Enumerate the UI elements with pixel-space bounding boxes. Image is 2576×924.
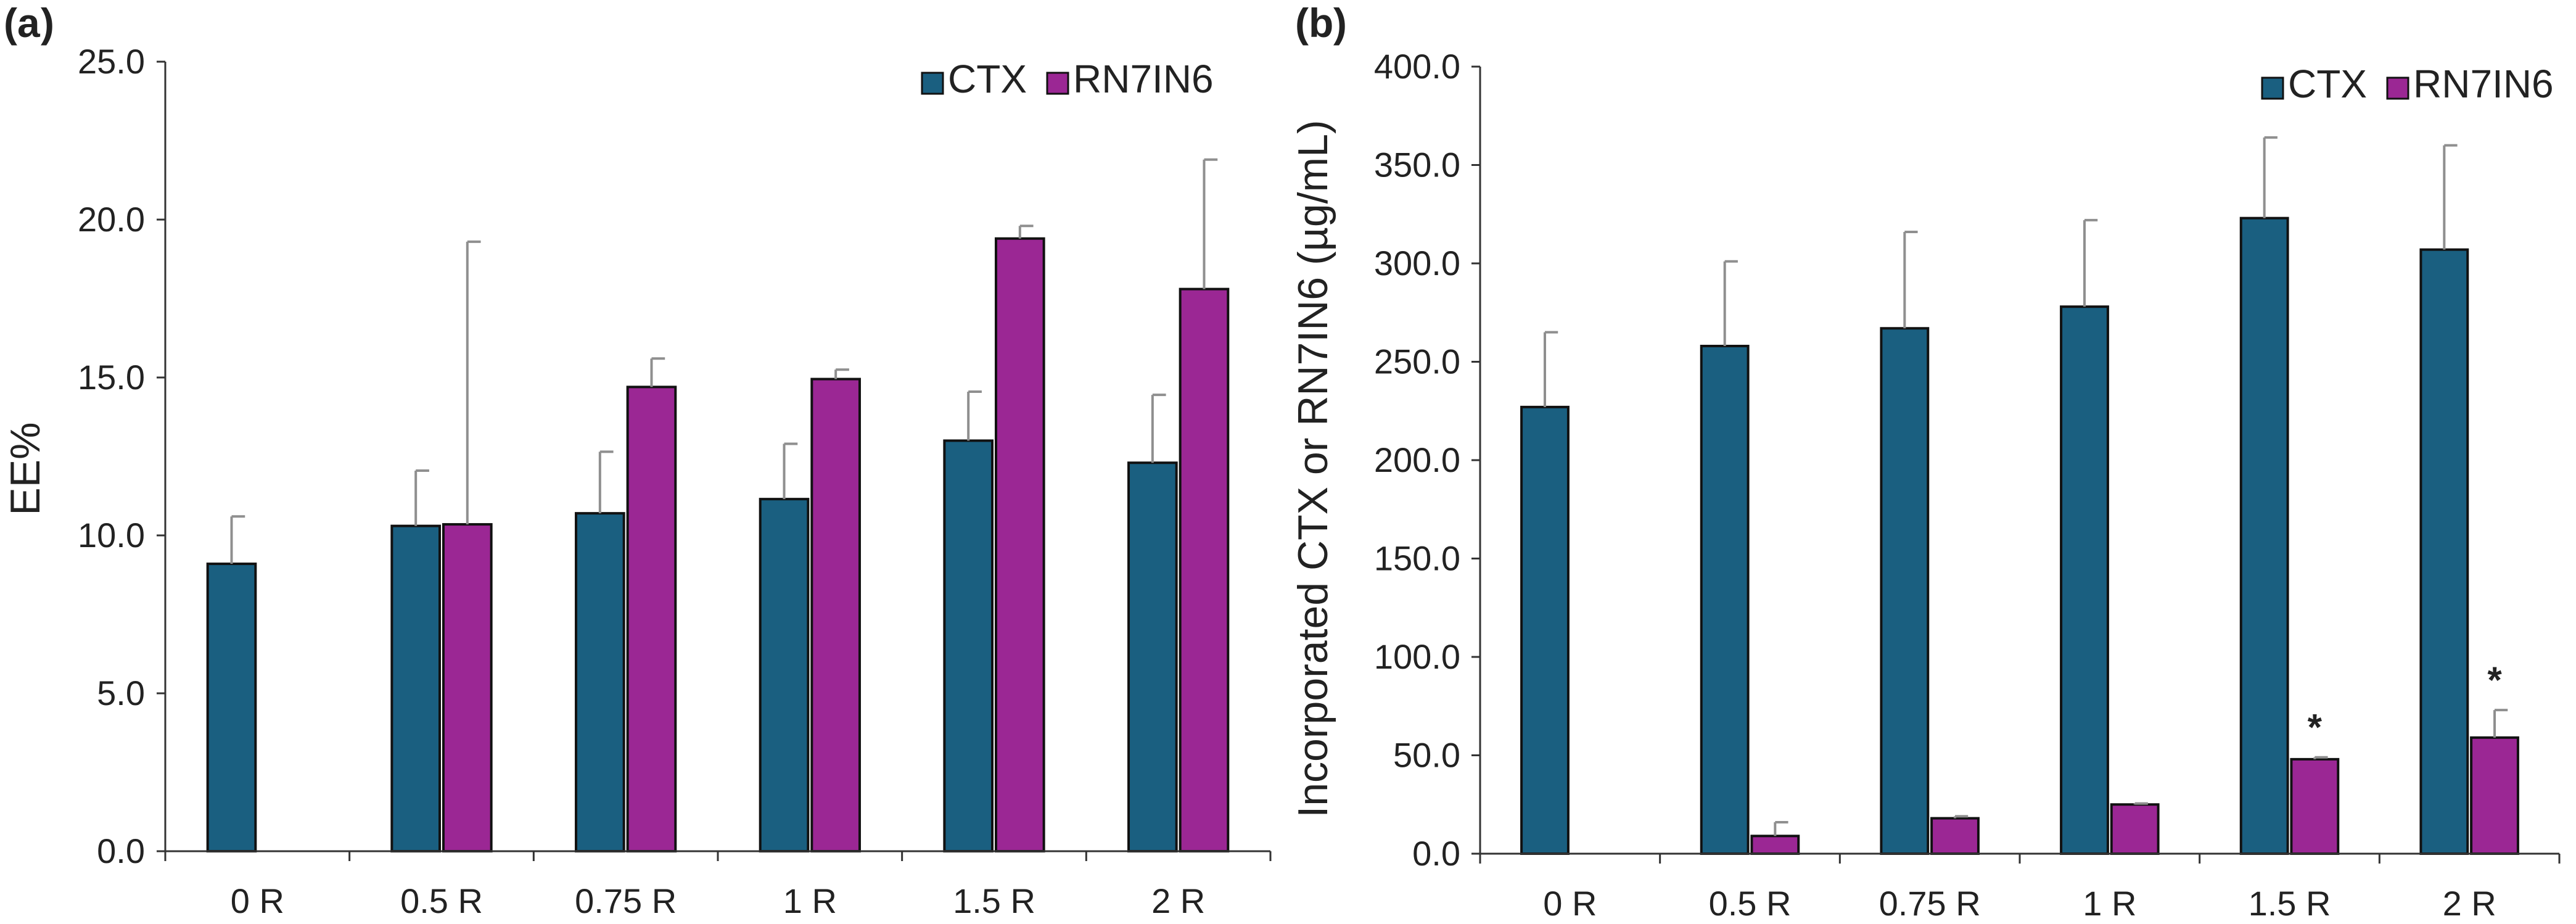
y-axis-a: 0.0 5.0 10.0 15.0 20.0 25.0 bbox=[78, 42, 167, 870]
bar-ctx-4 bbox=[943, 439, 994, 852]
bar-ctx-0 bbox=[206, 563, 257, 853]
x-tick-label: 0.75 R bbox=[1879, 884, 1981, 923]
panel-label-b-close: ) bbox=[1333, 0, 1347, 46]
x-tick-label: 0 R bbox=[1543, 884, 1597, 923]
bar-ctx-5 bbox=[2419, 248, 2469, 856]
x-axis-a: 0 R 0.5 R 0.75 R 1 R 1.5 R 2 R bbox=[164, 850, 1272, 920]
bar-ctx-2 bbox=[1880, 327, 1930, 855]
bar-rn7in6-1 bbox=[442, 523, 493, 852]
chart-panel-b: ( b ) Incorporated CTX or RN7IN6 (µg/mL)… bbox=[1290, 0, 2561, 923]
y-tick-label: 0.0 bbox=[97, 831, 145, 870]
legend-label-ctx: CTX bbox=[948, 57, 1027, 101]
y-axis-title-a: EE% bbox=[2, 422, 49, 515]
bar-rn7in6-3 bbox=[2110, 803, 2160, 855]
bar-rn7in6-2 bbox=[1930, 817, 1980, 855]
significance-marker: * bbox=[2308, 707, 2323, 748]
legend-swatch-ctx bbox=[921, 72, 944, 95]
legend-swatch-rn7in6 bbox=[1046, 72, 1069, 95]
bar-rn7in6-2 bbox=[626, 386, 677, 852]
y-tick-label: 0.0 bbox=[1412, 834, 1460, 873]
y-tick-label: 150.0 bbox=[1374, 539, 1460, 578]
y-tick-label: 15.0 bbox=[78, 358, 145, 397]
bar-ctx-5 bbox=[1127, 461, 1178, 852]
x-tick-label: 1.5 R bbox=[2249, 884, 2331, 923]
y-tick-label: 20.0 bbox=[78, 200, 145, 239]
bars-a bbox=[206, 158, 1230, 853]
y-tick-label: 25.0 bbox=[78, 42, 145, 81]
bar-ctx-1 bbox=[1700, 344, 1750, 855]
x-tick-label: 1.5 R bbox=[953, 881, 1035, 920]
bar-ctx-0 bbox=[1520, 405, 1570, 855]
bars-b: ** bbox=[1520, 136, 2519, 856]
y-axis-b: 0.0 50.0 100.0 150.0 200.0 250.0 300.0 350.0 400… bbox=[1374, 47, 1481, 873]
panel-label-a-open: ( bbox=[4, 0, 17, 46]
x-axis-b: 0 R 0.5 R 0.75 R 1 R 1.5 R 2 R bbox=[1479, 852, 2561, 923]
y-tick-label: 200.0 bbox=[1374, 440, 1460, 479]
legend-label-rn7in6: RN7IN6 bbox=[2413, 62, 2554, 106]
bar-ctx-4 bbox=[2239, 217, 2289, 855]
panel-label-a: a bbox=[17, 0, 41, 46]
y-tick-label: 250.0 bbox=[1374, 342, 1460, 381]
y-tick-label: 350.0 bbox=[1374, 146, 1460, 184]
panel-label-b: b bbox=[1309, 0, 1333, 46]
y-tick-label: 50.0 bbox=[1393, 736, 1460, 775]
x-tick-label: 2 R bbox=[2443, 884, 2496, 923]
y-tick-label: 5.0 bbox=[97, 674, 145, 712]
bar-rn7in6-3 bbox=[810, 377, 861, 852]
x-tick-label: 0 R bbox=[231, 881, 284, 920]
legend-label-rn7in6: RN7IN6 bbox=[1073, 57, 1214, 101]
x-tick-label: 0.5 R bbox=[400, 881, 483, 920]
bar-rn7in6-5 bbox=[1179, 287, 1230, 852]
bar-ctx-3 bbox=[2060, 305, 2109, 855]
x-tick-label: 0.75 R bbox=[575, 881, 677, 920]
x-tick-label: 1 R bbox=[783, 881, 837, 920]
panel-label-b-open: ( bbox=[1295, 0, 1309, 46]
y-tick-label: 400.0 bbox=[1374, 47, 1460, 86]
significance-marker: * bbox=[2487, 659, 2502, 701]
bar-rn7in6-4 bbox=[994, 237, 1045, 853]
y-axis-title-b: Incorporated CTX or RN7IN6 (µg/mL) bbox=[1290, 120, 1336, 817]
x-tick-label: 1 R bbox=[2083, 884, 2136, 923]
bar-ctx-3 bbox=[759, 498, 810, 852]
bar-ctx-2 bbox=[575, 512, 625, 852]
chart-panel-a: ( a ) EE% 0.0 5.0 10.0 15.0 20.0 25.0 0 R 0.5 … bbox=[2, 0, 1272, 920]
x-tick-label: 2 R bbox=[1151, 881, 1205, 920]
x-tick-label: 0.5 R bbox=[1709, 884, 1792, 923]
bar-rn7in6-5 bbox=[2470, 736, 2519, 856]
y-tick-label: 10.0 bbox=[78, 516, 145, 555]
bar-ctx-1 bbox=[390, 524, 442, 852]
legend-b: CTX RN7IN6 bbox=[2261, 62, 2554, 106]
bar-rn7in6-4 bbox=[2290, 757, 2340, 855]
bar-rn7in6-1 bbox=[1750, 835, 1800, 856]
legend-swatch-ctx bbox=[2261, 76, 2284, 100]
legend-swatch-rn7in6 bbox=[2386, 76, 2409, 100]
panel-label-a-close: ) bbox=[41, 0, 54, 46]
legend-label-ctx: CTX bbox=[2288, 62, 2367, 106]
legend-a: CTX RN7IN6 bbox=[921, 57, 1214, 101]
y-tick-label: 100.0 bbox=[1374, 637, 1460, 676]
y-tick-label: 300.0 bbox=[1374, 244, 1460, 283]
